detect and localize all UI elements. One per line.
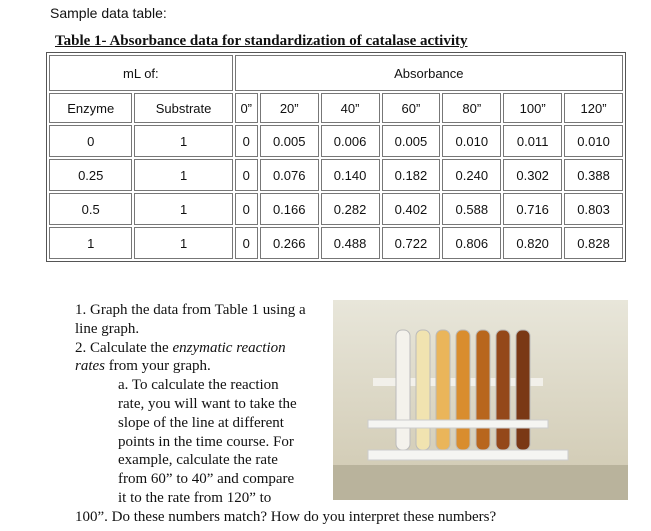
text-segment: 2. Calculate the xyxy=(75,339,173,356)
table-cell: 0.006 xyxy=(320,125,380,157)
instruction-line: 100”. Do these numbers match? How do you… xyxy=(75,509,496,526)
table-cell: 0.820 xyxy=(503,227,563,259)
table-cell: 0.182 xyxy=(381,159,441,191)
text-segment: a. To calculate the reaction xyxy=(118,377,279,394)
table-cell: 0.488 xyxy=(320,227,380,259)
table-cell: 0.302 xyxy=(503,159,563,191)
column-header: 100” xyxy=(503,93,563,123)
table-cell: 1 xyxy=(134,159,233,191)
text-segment: 100”. Do these numbers match? How do you… xyxy=(75,508,497,525)
text-segment: from your graph. xyxy=(105,358,211,375)
instruction-line: line graph. xyxy=(75,321,139,338)
table-cell: 0 xyxy=(234,227,258,259)
table-cell: 0 xyxy=(234,159,258,191)
table-cell: 0.722 xyxy=(381,227,441,259)
table-cell: 0 xyxy=(49,125,133,157)
table-cell: 0 xyxy=(234,125,258,157)
table-cell: 0.402 xyxy=(381,193,441,225)
header-row: Enzyme Substrate 0” 20” 40” 60” 80” 100” 120” xyxy=(49,93,623,123)
text-segment: rate, you will want to take the xyxy=(118,396,297,412)
text-segment: line graph. xyxy=(75,320,140,337)
table-cell: 0.010 xyxy=(442,125,502,157)
table-cell: 0.716 xyxy=(503,193,563,225)
table-cell: 0.140 xyxy=(320,159,380,191)
table-row: 1 1 0 0.266 0.488 0.722 0.806 0.820 0.828 xyxy=(49,227,623,259)
table-row: 0.5 1 0 0.166 0.282 0.402 0.588 0.716 0.803 xyxy=(49,193,623,225)
table-cell: 0.005 xyxy=(259,125,319,157)
instruction-line: from 60” to 40” and compare xyxy=(118,471,294,488)
table-cell: 1 xyxy=(134,227,233,259)
instruction-line: a. To calculate the reaction xyxy=(118,377,279,394)
text-segment: from 60” to 40” and compare xyxy=(118,471,295,488)
table-cell: 0.388 xyxy=(564,159,623,191)
column-header: 40” xyxy=(320,93,380,123)
column-header: Substrate xyxy=(134,93,233,123)
column-header: 20” xyxy=(259,93,319,123)
table-cell: 0 xyxy=(234,193,258,225)
text-segment: enzymatic reaction xyxy=(172,339,286,356)
table-cell: 0.5 xyxy=(49,193,133,225)
text-segment: it to the rate from 120” to xyxy=(118,490,272,506)
column-header: Enzyme xyxy=(49,93,133,123)
table-cell: 0.010 xyxy=(564,125,623,157)
instruction-line: 1. Graph the data from Table 1 using a xyxy=(75,302,306,319)
instruction-line: slope of the line at different xyxy=(118,415,284,432)
instruction-line: example, calculate the rate xyxy=(118,452,278,469)
table-cell: 1 xyxy=(49,227,133,259)
text-segment: 1. Graph the data from Table 1 using a xyxy=(75,302,306,318)
table-cell: 0.282 xyxy=(320,193,380,225)
table-cell: 0.803 xyxy=(564,193,623,225)
intro: Sample data table: xyxy=(50,5,167,21)
group-header: mL of: xyxy=(49,55,233,91)
table-row: 0 1 0 0.005 0.006 0.005 0.010 0.011 0.010 xyxy=(49,125,623,157)
column-header: 60” xyxy=(381,93,441,123)
instruction-line: it to the rate from 120” to xyxy=(118,490,271,507)
table-row: 0.25 1 0 0.076 0.140 0.182 0.240 0.302 0.388 xyxy=(49,159,623,191)
table-cell: 0.076 xyxy=(259,159,319,191)
table-cell: 1 xyxy=(134,193,233,225)
table-cell: 0.828 xyxy=(564,227,623,259)
column-header: 0” xyxy=(234,93,258,123)
table-cell: 1 xyxy=(134,125,233,157)
instruction-line: rates from your graph. xyxy=(75,358,211,375)
instruction-line: 2. Calculate the enzymatic reaction xyxy=(75,340,286,357)
table-cell: 0.005 xyxy=(381,125,441,157)
photo xyxy=(333,300,628,500)
table-cell: 0.25 xyxy=(49,159,133,191)
column-header: 120” xyxy=(564,93,623,123)
header-row: mL of: Absorbance xyxy=(49,55,623,91)
table-cell: 0.240 xyxy=(442,159,502,191)
table-cell: 0.166 xyxy=(259,193,319,225)
text-segment: example, calculate the rate xyxy=(118,452,278,469)
table-title: Table 1- Absorbance data for standardiza… xyxy=(55,33,468,49)
table-cell: 0.011 xyxy=(503,125,563,157)
column-header: 80” xyxy=(442,93,502,123)
table-cell: 0.806 xyxy=(442,227,502,259)
text-segment: rates xyxy=(75,358,105,375)
text-segment: slope of the line at different xyxy=(118,414,284,431)
table-cell: 0.588 xyxy=(442,193,502,225)
data-table: mL of: Absorbance Enzyme Substrate 0” 20” 40” 6… xyxy=(46,52,626,262)
instruction-line: rate, you will want to take the xyxy=(118,396,297,413)
text-segment: points in the time course. For xyxy=(118,433,294,450)
group-header: Absorbance xyxy=(234,55,623,91)
instruction-line: points in the time course. For xyxy=(118,434,294,451)
table-cell: 0.266 xyxy=(259,227,319,259)
